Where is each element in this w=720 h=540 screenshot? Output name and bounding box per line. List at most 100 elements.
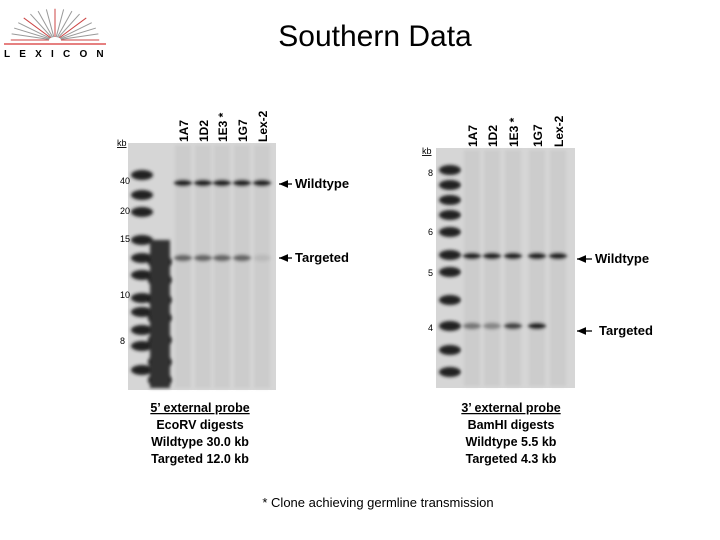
lane: [195, 145, 211, 388]
band: [194, 254, 212, 262]
lane: [550, 150, 566, 386]
ladder-band: [439, 345, 461, 355]
caption-line: EcoRV digests: [156, 418, 243, 432]
caption-line: Targeted 12.0 kb: [151, 452, 249, 466]
lane: [214, 145, 230, 388]
marker-label: 4: [428, 323, 433, 333]
marker-label: 8: [428, 168, 433, 178]
fan-ray: [60, 27, 96, 40]
marker-label: 10: [120, 290, 130, 300]
marker-label: 6: [428, 227, 433, 237]
band: [463, 322, 481, 330]
band: [213, 254, 231, 262]
band: [504, 322, 522, 330]
blot-bands: [131, 145, 271, 388]
ladder-band: [131, 341, 153, 351]
lane: [234, 145, 250, 388]
fan-ray: [45, 9, 55, 38]
lane: [175, 145, 191, 388]
ladder-band: [131, 325, 153, 335]
band-label: Wildtype: [595, 251, 649, 266]
band: [213, 179, 231, 187]
title: Southern Data: [278, 20, 472, 53]
lane-label: Lex-2: [552, 115, 566, 147]
caption-line: BamHI digests: [468, 418, 555, 432]
lane: [464, 150, 480, 386]
fan-ray: [23, 17, 52, 39]
band: [194, 179, 212, 187]
ladder-band: [439, 367, 461, 377]
band: [483, 322, 501, 330]
fan-ray: [18, 22, 51, 39]
ladder-band: [439, 267, 461, 277]
fan-ray: [60, 33, 99, 40]
caption-line: 3’ external probe: [461, 401, 560, 415]
fan-ray: [30, 13, 53, 38]
lane-label: 1E3 *: [216, 112, 230, 142]
ladder-band: [131, 207, 153, 217]
caption-line: Wildtype 30.0 kb: [151, 435, 249, 449]
lane-label: 1D2: [486, 125, 500, 147]
ladder-band: [439, 210, 461, 220]
fan-ray: [11, 33, 50, 40]
ladder-band: [131, 235, 153, 245]
ladder-band: [439, 165, 461, 175]
fan-ray: [37, 10, 54, 38]
ladder-band: [439, 195, 461, 205]
marker-label: 40: [120, 176, 130, 186]
fan-ray: [58, 17, 87, 39]
fan-ray: [55, 9, 65, 38]
logo-fan: [10, 8, 100, 41]
caption-line: Wildtype 5.5 kb: [466, 435, 557, 449]
lane: [505, 150, 521, 386]
band: [483, 252, 501, 260]
lane-label: 1D2: [197, 120, 211, 142]
band: [528, 322, 546, 330]
smear: [150, 240, 170, 388]
marker-label: 15: [120, 234, 130, 244]
marker-label: 5: [428, 268, 433, 278]
ladder-band: [131, 170, 153, 180]
marker-label: 8: [120, 336, 125, 346]
band-label: Targeted: [599, 323, 653, 338]
logo-text: LEXICON: [4, 49, 113, 60]
fan-ray: [14, 27, 50, 40]
ladder-band: [131, 293, 153, 303]
lane-label: 1A7: [466, 125, 480, 147]
band: [233, 254, 251, 262]
fan-ray: [59, 22, 92, 39]
ladder-band: [131, 307, 153, 317]
ladder-band: [439, 227, 461, 237]
footnote: * Clone achieving germline transmission: [262, 495, 493, 510]
lane: [529, 150, 545, 386]
ladder-band: [131, 190, 153, 200]
kb-label: kb: [117, 138, 127, 148]
blot: [436, 148, 575, 388]
lane-label: 1E3 *: [507, 117, 521, 147]
band: [528, 252, 546, 260]
band: [253, 254, 271, 262]
ladder-band: [439, 250, 461, 260]
kb-label: kb: [422, 146, 432, 156]
band: [174, 254, 192, 262]
band: [174, 179, 192, 187]
caption-line: 5’ external probe: [150, 401, 249, 415]
fan-ray: [56, 10, 73, 38]
band: [504, 252, 522, 260]
band-label: Targeted: [295, 250, 349, 265]
band: [253, 179, 271, 187]
caption-line: Targeted 4.3 kb: [466, 452, 557, 466]
lane-label: 1G7: [236, 119, 250, 142]
lane: [254, 145, 270, 388]
ladder-band: [131, 270, 153, 280]
blot: [128, 143, 276, 390]
band: [549, 252, 567, 260]
marker-label: 20: [120, 206, 130, 216]
band-label: Wildtype: [295, 176, 349, 191]
ladder-band: [131, 253, 153, 263]
lane-label: 1A7: [177, 120, 191, 142]
ladder-band: [439, 180, 461, 190]
ladder-band: [439, 321, 461, 331]
